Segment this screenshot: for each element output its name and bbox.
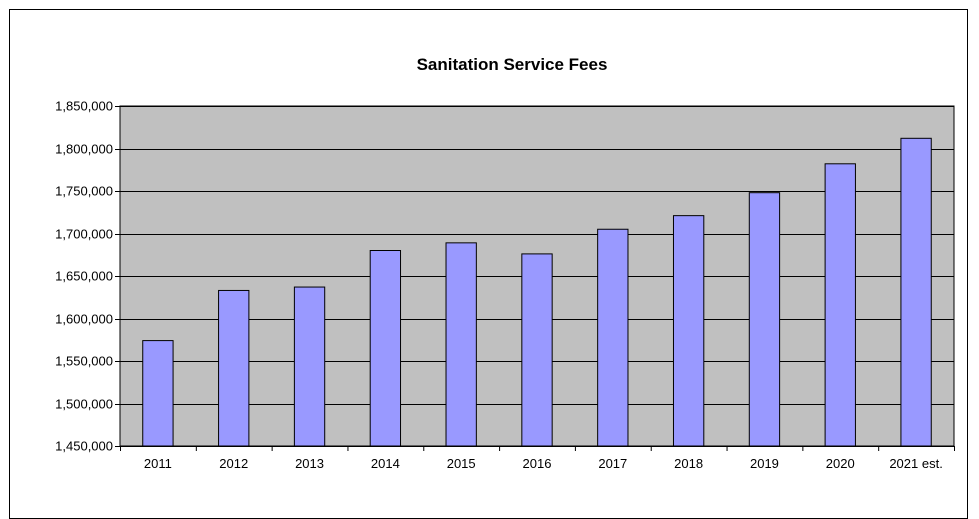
- y-tick-label: 1,850,000: [55, 99, 113, 114]
- x-tick-label: 2018: [674, 456, 703, 471]
- bar-2019: [748, 192, 781, 447]
- x-tick-label: 2019: [750, 456, 779, 471]
- y-tick-label: 1,750,000: [55, 184, 113, 199]
- y-tick-label: 1,600,000: [55, 312, 113, 327]
- y-tick-label: 1,550,000: [55, 354, 113, 369]
- y-tick-label: 1,500,000: [55, 397, 113, 412]
- x-tick-label: 2020: [826, 456, 855, 471]
- x-tick-label: 2021 est.: [889, 456, 943, 471]
- x-tick-label: 2011: [144, 456, 172, 471]
- x-tick-label: 2017: [598, 456, 627, 471]
- x-tick-label: 2013: [295, 456, 324, 471]
- bars: [142, 137, 932, 447]
- bar-2014: [369, 250, 402, 447]
- bar-2021-est: [900, 137, 932, 447]
- x-tick-label: 2014: [371, 456, 400, 471]
- y-axis: 1,450,000 1,500,000 1,550,000 1,600,000 1,65…: [55, 99, 120, 454]
- bar-2011: [142, 340, 174, 447]
- bar-2013: [293, 286, 326, 447]
- y-tick-label: 1,650,000: [55, 269, 113, 284]
- x-tick-label: 2012: [219, 456, 248, 471]
- chart-title: Sanitation Service Fees: [417, 55, 608, 74]
- bar-2018: [672, 215, 705, 447]
- bar-2020: [824, 163, 856, 447]
- y-tick-label: 1,700,000: [55, 227, 113, 242]
- x-axis: 2011 2012 2013 2014 2015 2016 2017 2018 2019 2020…: [120, 446, 955, 471]
- bar-2015: [445, 242, 477, 447]
- bar-2016: [521, 253, 553, 447]
- y-tick-label: 1,450,000: [55, 439, 113, 454]
- bar-2012: [218, 289, 250, 447]
- x-tick-label: 2016: [523, 456, 552, 471]
- y-tick-label: 1,800,000: [55, 142, 113, 157]
- bar-2017: [597, 228, 629, 447]
- x-tick-label: 2015: [447, 456, 476, 471]
